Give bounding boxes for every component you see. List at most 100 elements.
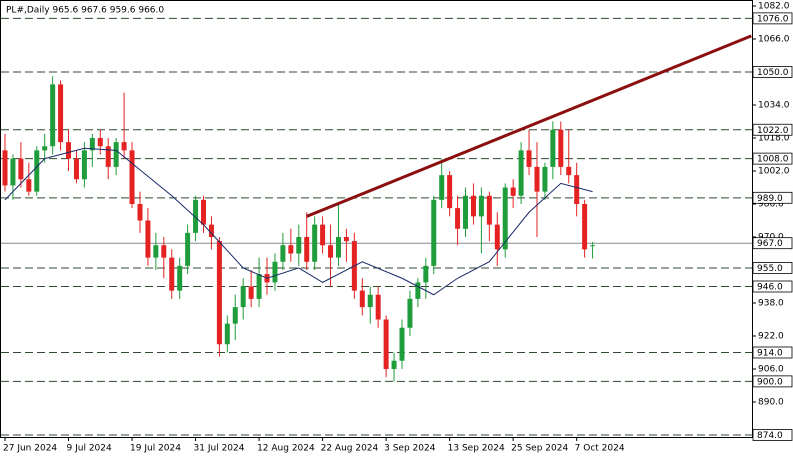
candle-body — [50, 84, 56, 147]
candle-body — [320, 224, 326, 246]
candle-body — [510, 187, 516, 196]
level-label: 967.0 — [757, 239, 783, 249]
level-label-box — [752, 429, 793, 441]
candle-body — [73, 158, 79, 180]
x-tick-label: 12 Aug 2024 — [257, 444, 315, 454]
candle-body — [66, 142, 72, 159]
candle-body — [304, 237, 310, 262]
candle-body — [328, 245, 334, 258]
candle-body — [177, 265, 183, 291]
candle-body — [224, 323, 230, 345]
level-label: 955.0 — [757, 264, 783, 274]
candle-body — [105, 146, 111, 167]
level-label-box — [752, 152, 793, 165]
trend-line — [306, 34, 752, 218]
candle-body — [407, 298, 413, 328]
x-tick-label: 27 Jun 2024 — [3, 444, 57, 454]
x-tick-label: 7 Oct 2024 — [575, 444, 625, 454]
candle-body — [137, 204, 143, 221]
level-label: 1050.0 — [757, 68, 789, 78]
candle-body — [18, 158, 24, 180]
y-tick-label: 1034.0 — [758, 101, 790, 111]
candle-body — [455, 208, 461, 229]
candle-body — [431, 199, 437, 266]
level-label: 946.0 — [757, 283, 783, 293]
plot-frame — [0, 0, 753, 438]
level-label: 900.0 — [757, 377, 783, 387]
candle-body — [26, 179, 32, 192]
candle-body — [216, 241, 222, 345]
x-tick-label: 9 Jul 2024 — [67, 444, 112, 454]
y-tick-label: 1082.0 — [758, 2, 790, 12]
candle-body — [240, 286, 246, 308]
candle-body — [280, 245, 286, 262]
y-tick-label: 890.0 — [758, 398, 784, 408]
y-tick-label: 906.0 — [758, 365, 784, 375]
level-label-box — [752, 66, 793, 78]
candle-body — [121, 142, 127, 151]
candle-body — [232, 307, 238, 324]
candle-body — [399, 327, 405, 361]
y-tick-label: 1066.0 — [758, 35, 790, 45]
candle-body — [375, 294, 381, 320]
level-label: 1076.0 — [757, 14, 789, 24]
candle-body — [201, 199, 206, 225]
candle-body — [518, 150, 524, 196]
y-tick-label: 922.0 — [758, 332, 784, 342]
candle-body — [486, 195, 492, 225]
level-label-box — [752, 262, 793, 274]
level-label-box — [752, 237, 793, 250]
x-tick-label: 22 Aug 2024 — [321, 444, 379, 454]
y-tick-label: 938.0 — [758, 299, 784, 309]
candle-body — [58, 84, 64, 143]
candle-body — [502, 187, 508, 250]
level-label: 874.0 — [757, 431, 783, 441]
level-label-box — [752, 375, 793, 388]
x-tick-label: 25 Sep 2024 — [511, 444, 568, 454]
candle-body — [113, 142, 119, 167]
candle-body — [367, 294, 373, 308]
candle-body — [185, 232, 191, 266]
candle-body — [248, 286, 254, 299]
candle-body — [359, 290, 365, 308]
candle-body — [566, 166, 572, 176]
candle-body — [415, 282, 421, 299]
y-tick-label: 1018.0 — [758, 134, 790, 144]
candle-body — [2, 150, 8, 186]
candle-body — [463, 195, 469, 229]
candle-body — [470, 195, 476, 217]
candle-body — [590, 245, 596, 247]
candle-body — [10, 158, 16, 186]
candle-body — [439, 175, 445, 200]
candle-body — [391, 360, 397, 369]
candle-body — [161, 245, 167, 258]
candle-body — [296, 237, 302, 254]
chart-title: PL#,Daily 965.6 967.6 959.6 966.0 — [6, 6, 164, 16]
y-tick-label: 1002.0 — [758, 167, 790, 177]
candle-body — [582, 204, 588, 250]
level-label-box — [752, 346, 793, 359]
candle-body — [550, 129, 556, 167]
candle-body — [97, 138, 103, 147]
x-tick-label: 13 Sep 2024 — [448, 444, 505, 454]
candle-body — [208, 224, 214, 237]
candle-body — [447, 175, 453, 209]
x-tick-label: 19 Jul 2024 — [130, 444, 181, 454]
candle-body — [288, 245, 294, 254]
candle-body — [558, 129, 564, 167]
level-label-box — [752, 280, 793, 293]
level-label-box — [752, 191, 793, 204]
candle-body — [193, 199, 199, 233]
candle-body — [383, 319, 389, 369]
x-tick-label: 31 Jul 2024 — [194, 444, 245, 454]
y-tick-label: 986.0 — [758, 200, 784, 210]
candle-body — [42, 146, 48, 151]
candle-body — [312, 224, 318, 262]
level-label-box — [752, 12, 793, 25]
candle-body — [542, 166, 548, 192]
level-label-box — [752, 123, 793, 136]
candle-body — [534, 166, 540, 192]
candle-body — [494, 224, 500, 250]
